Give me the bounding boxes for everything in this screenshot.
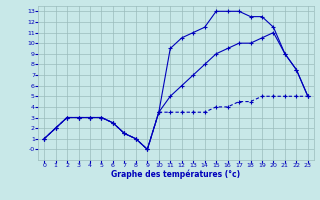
X-axis label: Graphe des températures (°c): Graphe des températures (°c) — [111, 170, 241, 179]
